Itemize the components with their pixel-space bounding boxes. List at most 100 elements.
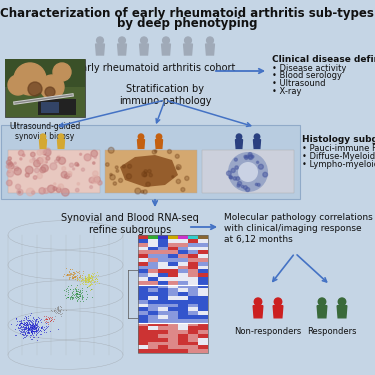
Circle shape: [28, 82, 42, 96]
Point: [17, 322, 23, 328]
FancyBboxPatch shape: [188, 304, 198, 307]
FancyBboxPatch shape: [158, 277, 168, 281]
Point: [22, 322, 28, 328]
Circle shape: [238, 162, 258, 182]
Text: Synovial and Blood RNA-seq
refine subgroups: Synovial and Blood RNA-seq refine subgro…: [61, 213, 199, 236]
Point: [73, 287, 79, 293]
Point: [29, 326, 35, 332]
Point: [73, 286, 79, 292]
FancyBboxPatch shape: [5, 59, 85, 87]
Point: [25, 315, 31, 321]
Point: [33, 322, 39, 328]
Point: [30, 332, 36, 338]
FancyBboxPatch shape: [168, 266, 178, 269]
Point: [34, 324, 40, 330]
Point: [21, 325, 27, 331]
FancyBboxPatch shape: [148, 288, 158, 292]
Circle shape: [17, 189, 23, 195]
Circle shape: [53, 187, 57, 190]
Point: [82, 276, 88, 282]
Point: [32, 320, 38, 326]
Point: [88, 273, 94, 279]
Circle shape: [33, 160, 40, 167]
Point: [65, 283, 71, 289]
Point: [20, 324, 26, 330]
FancyBboxPatch shape: [148, 266, 158, 269]
FancyBboxPatch shape: [148, 296, 158, 300]
FancyBboxPatch shape: [188, 285, 198, 288]
Point: [92, 270, 98, 276]
Point: [33, 317, 39, 323]
Point: [47, 328, 53, 334]
Point: [29, 322, 35, 328]
Point: [30, 321, 36, 327]
Point: [19, 332, 25, 338]
Point: [56, 310, 62, 316]
Circle shape: [244, 156, 248, 159]
Point: [33, 325, 39, 331]
Point: [72, 273, 78, 279]
FancyBboxPatch shape: [168, 243, 178, 247]
Point: [89, 280, 95, 286]
Point: [21, 326, 27, 332]
Point: [80, 268, 86, 274]
FancyBboxPatch shape: [178, 266, 188, 269]
FancyBboxPatch shape: [168, 296, 178, 300]
Point: [79, 274, 85, 280]
FancyBboxPatch shape: [168, 319, 178, 322]
Point: [43, 325, 49, 331]
Point: [82, 277, 88, 283]
Point: [64, 294, 70, 300]
Point: [94, 276, 100, 282]
FancyBboxPatch shape: [148, 273, 158, 277]
FancyBboxPatch shape: [138, 288, 148, 292]
FancyBboxPatch shape: [158, 330, 168, 334]
Point: [18, 318, 24, 324]
Point: [84, 277, 90, 283]
FancyBboxPatch shape: [158, 239, 168, 243]
Point: [86, 282, 92, 288]
Point: [66, 267, 72, 273]
FancyBboxPatch shape: [138, 349, 148, 353]
Circle shape: [94, 177, 100, 183]
Point: [17, 320, 23, 326]
Point: [32, 325, 38, 331]
Point: [48, 317, 54, 323]
FancyBboxPatch shape: [38, 99, 76, 115]
Circle shape: [6, 160, 11, 165]
FancyBboxPatch shape: [178, 322, 188, 326]
FancyBboxPatch shape: [158, 292, 168, 296]
Point: [72, 273, 78, 279]
Point: [69, 273, 75, 279]
Point: [65, 287, 71, 293]
Point: [26, 327, 32, 333]
Circle shape: [254, 134, 260, 140]
Point: [24, 322, 30, 328]
Circle shape: [115, 166, 118, 169]
Point: [85, 273, 91, 279]
Point: [24, 321, 30, 327]
FancyBboxPatch shape: [168, 342, 178, 345]
Point: [88, 275, 94, 281]
Point: [84, 276, 90, 282]
FancyBboxPatch shape: [168, 277, 178, 281]
FancyBboxPatch shape: [148, 311, 158, 315]
FancyBboxPatch shape: [158, 300, 168, 304]
Point: [64, 285, 70, 291]
Point: [73, 291, 79, 297]
Point: [16, 320, 22, 326]
Point: [20, 321, 26, 327]
Point: [19, 327, 25, 333]
Circle shape: [81, 168, 85, 171]
Point: [69, 292, 75, 298]
Point: [68, 294, 74, 300]
FancyBboxPatch shape: [138, 243, 148, 247]
Point: [86, 282, 92, 288]
Point: [24, 328, 30, 334]
FancyBboxPatch shape: [168, 300, 178, 304]
Point: [24, 320, 30, 326]
Point: [92, 276, 98, 282]
Circle shape: [252, 156, 254, 158]
FancyBboxPatch shape: [168, 285, 178, 288]
Point: [88, 279, 94, 285]
